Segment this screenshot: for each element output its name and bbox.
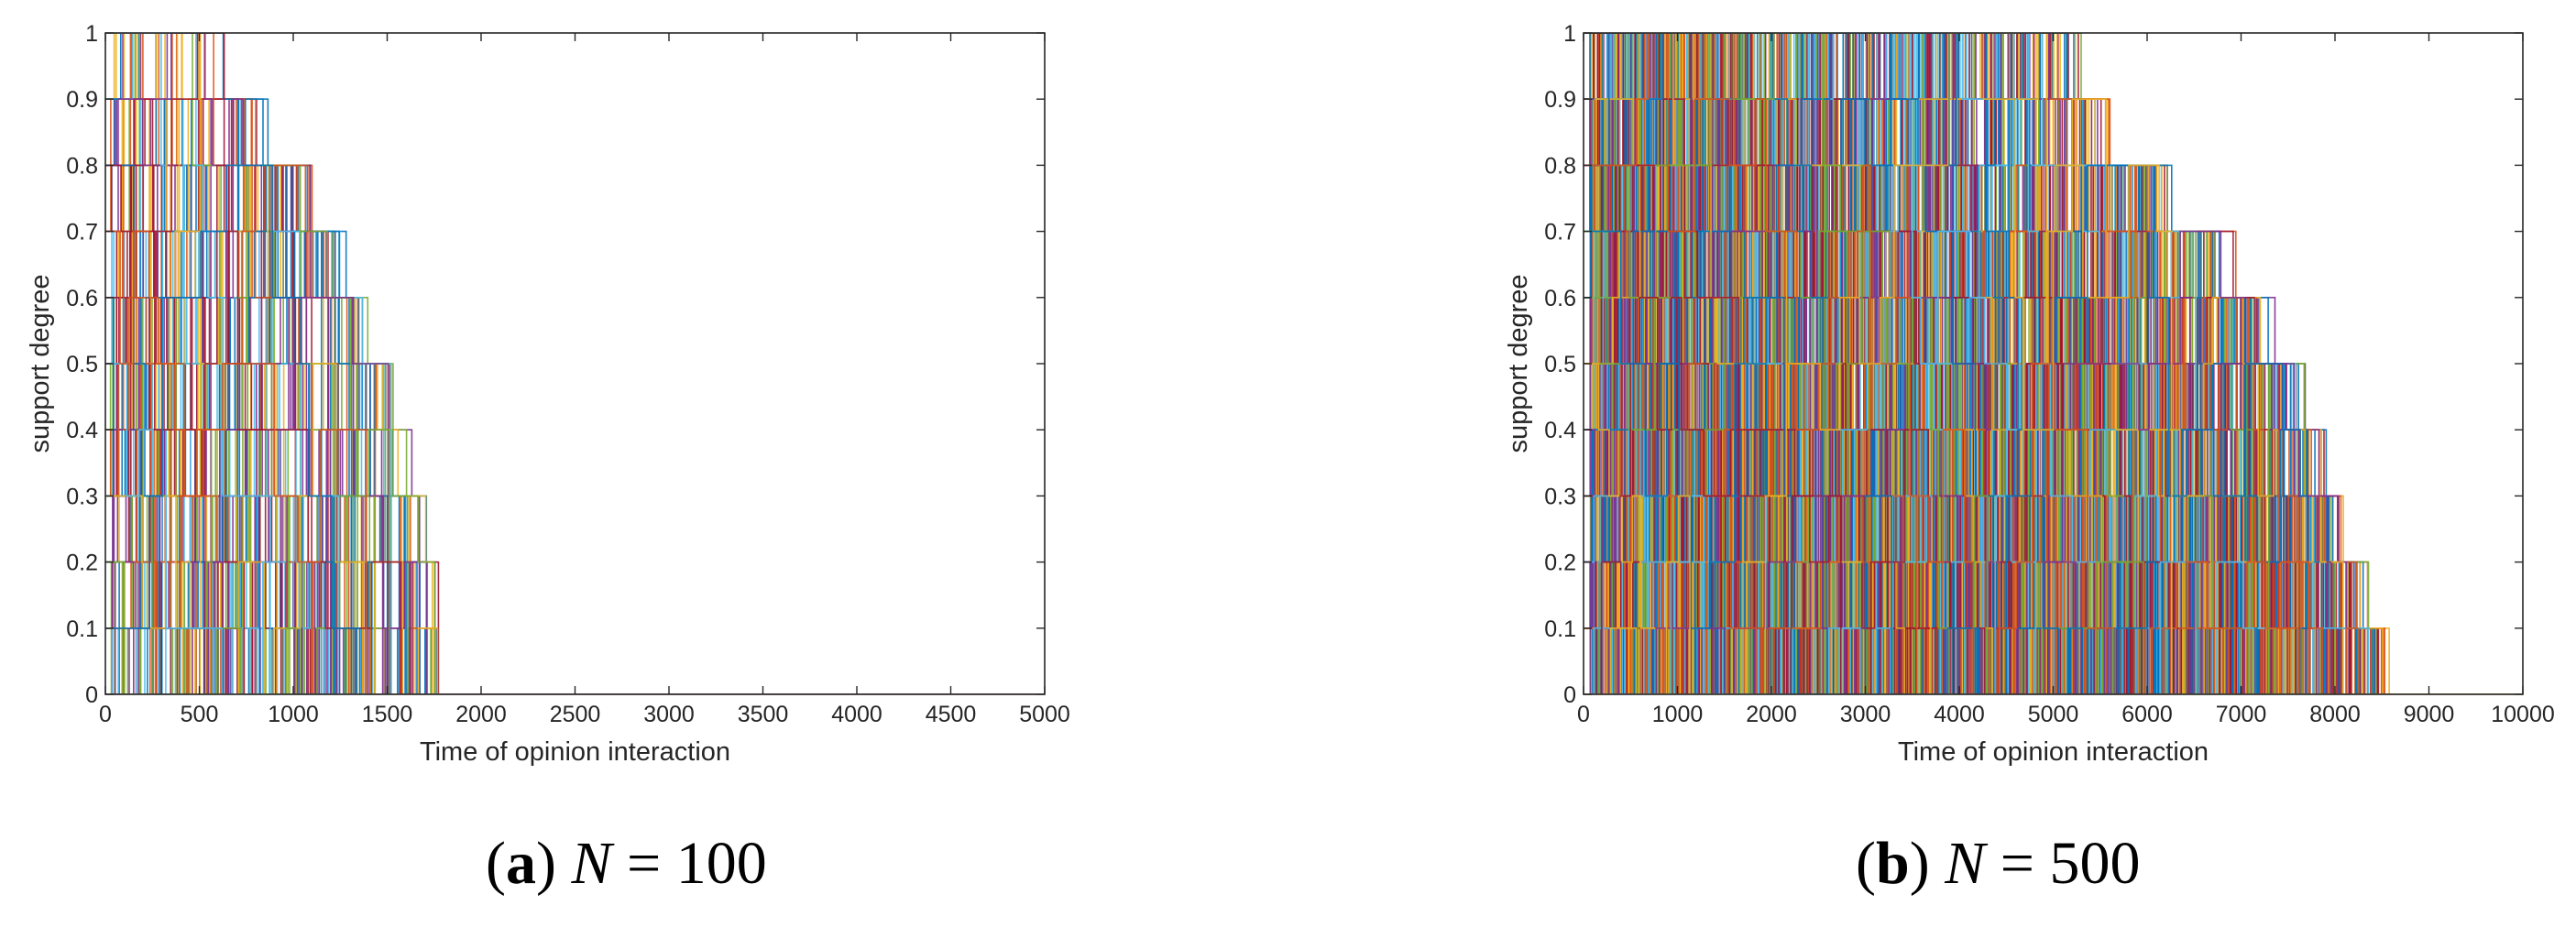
y-tick-label: 0.5	[1544, 352, 1576, 377]
x-tick-label: 500	[181, 702, 219, 727]
x-tick-label: 1500	[362, 702, 413, 727]
y-tick-label: 0.5	[66, 352, 98, 377]
series-317	[1584, 33, 2523, 694]
x-tick-label: 3500	[738, 702, 789, 727]
series-72	[105, 561, 1045, 694]
y-tick-label: 0.2	[66, 551, 98, 576]
x-tick-label: 0	[1577, 702, 1590, 727]
series-81	[105, 297, 1045, 694]
y-tick-label: 0.9	[1544, 87, 1576, 113]
caption-b-variable: N	[1945, 830, 1986, 897]
series-497	[1584, 297, 2523, 694]
series-500	[1584, 33, 2523, 694]
y-tick-label: 0.7	[66, 220, 98, 245]
x-tick-label: 0	[99, 702, 112, 727]
y-tick-label: 0.1	[1544, 616, 1576, 642]
y-tick-label: 0.3	[1544, 484, 1576, 509]
series-445	[1584, 33, 2523, 694]
x-tick-label: 6000	[2121, 702, 2173, 727]
series-460	[1584, 231, 2523, 694]
series-446	[1584, 230, 2523, 694]
caption-b-value: 500	[2049, 830, 2141, 897]
y-tick-label: 0.8	[66, 153, 98, 179]
series-94	[105, 363, 1045, 694]
series-456	[1584, 98, 2523, 694]
x-tick-label: 8000	[2309, 702, 2361, 727]
series-499	[1584, 33, 2523, 694]
x-tick-label: 5000	[1019, 702, 1070, 727]
y-tick-label: 0.9	[66, 87, 98, 113]
x-tick-label: 1000	[268, 702, 319, 727]
caption-b-relation: =	[2000, 830, 2034, 897]
series-25	[105, 33, 1045, 694]
series-439	[1584, 429, 2523, 694]
series-477	[1584, 98, 2523, 694]
series-group	[105, 33, 1045, 694]
series-316	[1584, 230, 2523, 694]
series-96	[105, 429, 1045, 694]
y-tick-label: 0.1	[66, 616, 98, 642]
y-tick-label: 1	[1563, 21, 1576, 47]
y-tick-label: 0.7	[1544, 220, 1576, 245]
series-99	[105, 164, 1045, 694]
y-tick-label: 0.6	[66, 286, 98, 311]
series-498	[1584, 98, 2523, 694]
series-100	[105, 230, 1045, 694]
x-tick-label: 10000	[2491, 702, 2555, 727]
series-482	[1584, 164, 2523, 694]
y-tick-label: 0.2	[1544, 551, 1576, 576]
series-group	[1584, 33, 2523, 694]
series-65	[105, 297, 1045, 694]
y-tick-label: 0.3	[66, 484, 98, 509]
x-tick-label: 3000	[1840, 702, 1891, 727]
caption-a-value: 100	[675, 830, 767, 897]
caption-a: (a) N = 100	[486, 830, 767, 897]
series-42	[105, 429, 1045, 694]
y-axis-label: support degree	[26, 274, 55, 453]
y-tick-label: 0.4	[1544, 418, 1576, 443]
plot-b: 0 1000 2000 3000 4000 5000 6000 7000 8000 9000 100…	[1504, 21, 2555, 767]
caption-b: (b) N = 500	[1856, 830, 2141, 897]
x-tick-label: 2000	[1746, 702, 1797, 727]
x-tick-label: 1000	[1652, 702, 1704, 727]
x-tick-label: 5000	[2028, 702, 2079, 727]
y-axis-label: support degree	[1504, 274, 1533, 453]
x-axis-label: Time of opinion interaction	[420, 737, 730, 767]
series-489	[1584, 230, 2523, 694]
plot-a: 0 500 1000 1500 2000 2500 3000 3500 4000 4500 5000…	[26, 21, 1070, 767]
y-tick-label: 0.8	[1544, 153, 1576, 179]
caption-b-letter: b	[1875, 830, 1910, 897]
y-tick-label: 0.4	[66, 418, 98, 443]
y-tick-label: 1	[85, 21, 98, 47]
series-335	[1584, 33, 2523, 694]
y-tick-label: 0.6	[1544, 286, 1576, 311]
caption-a-relation: =	[627, 830, 662, 897]
series-409	[1584, 98, 2523, 694]
subplot-a: 0 500 1000 1500 2000 2500 3000 3500 4000 4500 5000…	[26, 21, 1070, 897]
caption-a-variable: N	[571, 830, 612, 897]
y-tick-label: 0	[85, 682, 98, 708]
x-tick-label: 4000	[1934, 702, 1985, 727]
x-tick-label: 4000	[831, 702, 882, 727]
y-tick-label: 0	[1563, 682, 1576, 708]
x-tick-label: 2000	[455, 702, 507, 727]
x-tick-label: 9000	[2404, 702, 2455, 727]
x-tick-label: 7000	[2216, 702, 2267, 727]
x-tick-label: 2500	[550, 702, 601, 727]
x-axis-label: Time of opinion interaction	[1898, 737, 2209, 767]
caption-a-letter: a	[505, 830, 536, 897]
x-tick-label: 4500	[926, 702, 977, 727]
subplot-b: 0 1000 2000 3000 4000 5000 6000 7000 8000 9000 100…	[1288, 0, 2576, 927]
x-tick-label: 3000	[643, 702, 695, 727]
series-377	[1584, 98, 2523, 694]
